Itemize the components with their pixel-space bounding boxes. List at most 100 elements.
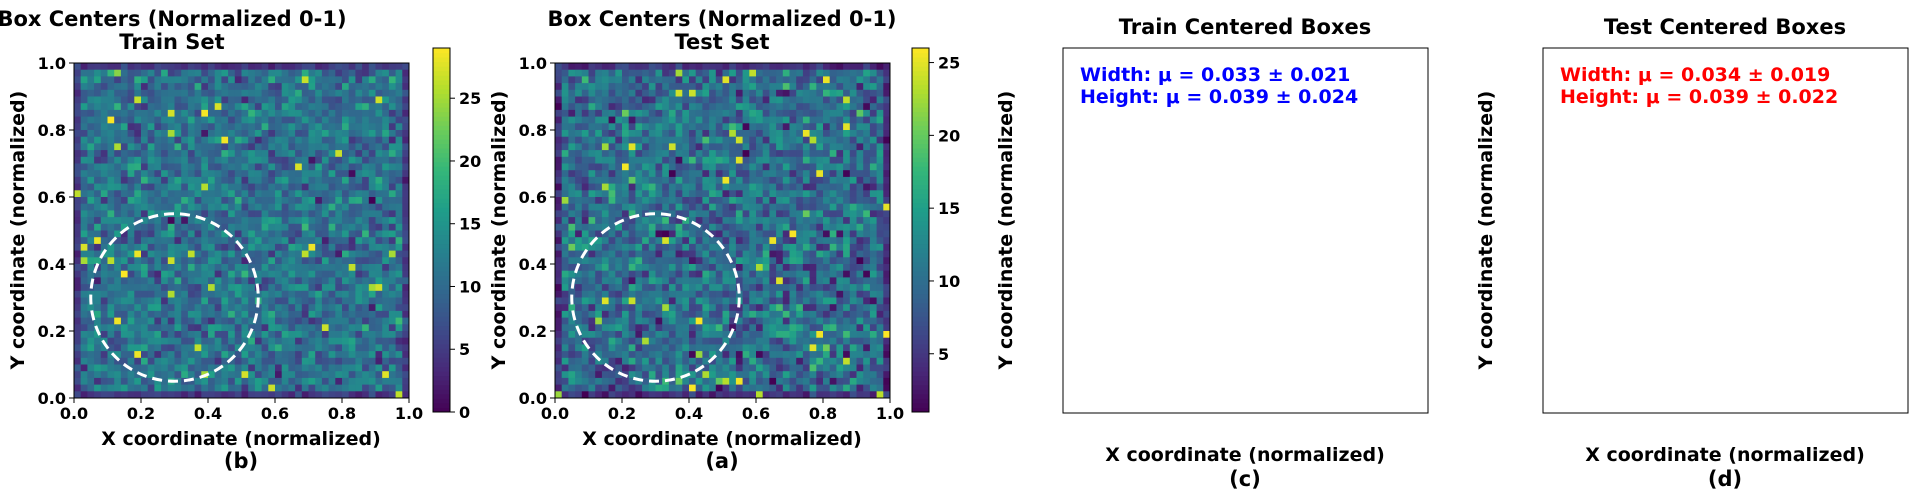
heatmap-cell xyxy=(402,277,410,285)
heatmap-cell xyxy=(87,344,95,352)
heatmap-cell xyxy=(823,89,831,97)
heatmap-cell xyxy=(335,116,343,124)
heatmap-cell xyxy=(836,123,844,131)
heatmap-cell xyxy=(709,136,717,144)
heatmap-cell xyxy=(869,123,877,131)
heatmap-cell xyxy=(87,230,95,238)
heatmap-cell xyxy=(328,284,336,292)
heatmap-cell xyxy=(856,337,864,345)
heatmap-cell xyxy=(849,156,857,164)
heatmap-cell xyxy=(856,391,864,399)
heatmap-cell xyxy=(782,143,790,151)
heatmap-cell xyxy=(843,297,851,305)
heatmap-cell xyxy=(675,243,683,251)
heatmap-cell xyxy=(749,371,757,379)
heatmap-cell xyxy=(575,163,583,171)
heatmap-cell xyxy=(662,63,670,71)
heatmap-cell xyxy=(702,391,710,399)
heatmap-cell xyxy=(87,163,95,171)
heatmap-cell xyxy=(648,123,656,131)
heatmap-cell xyxy=(682,384,690,392)
heatmap-cell xyxy=(742,203,750,211)
heatmap-cell xyxy=(308,130,316,138)
heatmap-cell xyxy=(601,130,609,138)
heatmap-cell xyxy=(221,69,229,77)
heatmap-cell xyxy=(107,203,115,211)
heatmap-cell xyxy=(362,304,370,312)
heatmap-cell xyxy=(756,163,764,171)
heatmap-cell xyxy=(342,230,350,238)
heatmap-cell xyxy=(722,96,730,104)
colorbar-segment xyxy=(433,179,450,185)
heatmap-cell xyxy=(355,284,363,292)
heatmap-cell xyxy=(288,190,296,198)
heatmap-cell xyxy=(588,331,596,339)
heatmap-cell xyxy=(388,197,396,205)
heatmap-cell xyxy=(695,371,703,379)
heatmap-cell xyxy=(675,237,683,245)
heatmap-cell xyxy=(295,324,303,332)
heatmap-cell xyxy=(601,264,609,272)
heatmap-cell xyxy=(642,76,650,84)
heatmap-cell xyxy=(823,109,831,117)
heatmap-cell xyxy=(863,150,871,158)
heatmap-cell xyxy=(836,223,844,231)
heatmap-cell xyxy=(689,237,697,245)
heatmap-cell xyxy=(120,96,128,104)
heatmap-cell xyxy=(742,176,750,184)
heatmap-cell xyxy=(107,150,115,158)
heatmap-cell xyxy=(261,156,269,164)
heatmap-cell xyxy=(628,123,636,131)
heatmap-cell xyxy=(342,183,350,191)
heatmap-cell xyxy=(615,290,623,298)
heatmap-cell xyxy=(561,176,569,184)
heatmap-cell xyxy=(335,364,343,372)
heatmap-cell xyxy=(201,290,209,298)
heatmap-cell xyxy=(362,257,370,265)
heatmap-cell xyxy=(275,69,283,77)
heatmap-cell xyxy=(308,176,316,184)
heatmap-cell xyxy=(742,156,750,164)
heatmap-cell xyxy=(695,123,703,131)
heatmap-cell xyxy=(321,317,329,325)
heatmap-cell xyxy=(241,371,249,379)
heatmap-cell xyxy=(581,364,589,372)
heatmap-cell xyxy=(301,337,309,345)
heatmap-cell xyxy=(682,243,690,251)
heatmap-cell xyxy=(756,203,764,211)
heatmap-cell xyxy=(295,264,303,272)
heatmap-cell xyxy=(729,63,737,71)
heatmap-cell xyxy=(575,337,583,345)
heatmap-cell xyxy=(601,76,609,84)
heatmap-cell xyxy=(555,183,563,191)
heatmap-cell xyxy=(107,217,115,225)
heatmap-cell xyxy=(120,223,128,231)
heatmap-cell xyxy=(796,257,804,265)
heatmap-cell xyxy=(836,163,844,171)
heatmap-cell xyxy=(863,63,871,71)
heatmap-cell xyxy=(114,357,122,365)
heatmap-cell xyxy=(154,237,162,245)
heatmap-cell xyxy=(120,203,128,211)
heatmap-cell xyxy=(588,156,596,164)
heatmap-cell xyxy=(849,130,857,138)
heatmap-cell xyxy=(348,297,356,305)
heatmap-cell xyxy=(268,223,276,231)
heatmap-cell xyxy=(295,257,303,265)
heatmap-cell xyxy=(575,377,583,385)
heatmap-cell xyxy=(601,377,609,385)
heatmap-cell xyxy=(268,357,276,365)
heatmap-cell xyxy=(776,230,784,238)
heatmap-cell xyxy=(174,344,182,352)
heatmap-cell xyxy=(321,230,329,238)
heatmap-cell xyxy=(675,317,683,325)
heatmap-cell xyxy=(615,136,623,144)
heatmap-cell xyxy=(268,310,276,318)
heatmap-cell xyxy=(655,130,663,138)
heatmap-cell xyxy=(201,183,209,191)
heatmap-cell xyxy=(856,69,864,77)
colorbar-segment xyxy=(433,243,450,249)
heatmap-cell xyxy=(375,170,383,178)
heatmap-cell xyxy=(655,331,663,339)
heatmap-cell xyxy=(796,337,804,345)
